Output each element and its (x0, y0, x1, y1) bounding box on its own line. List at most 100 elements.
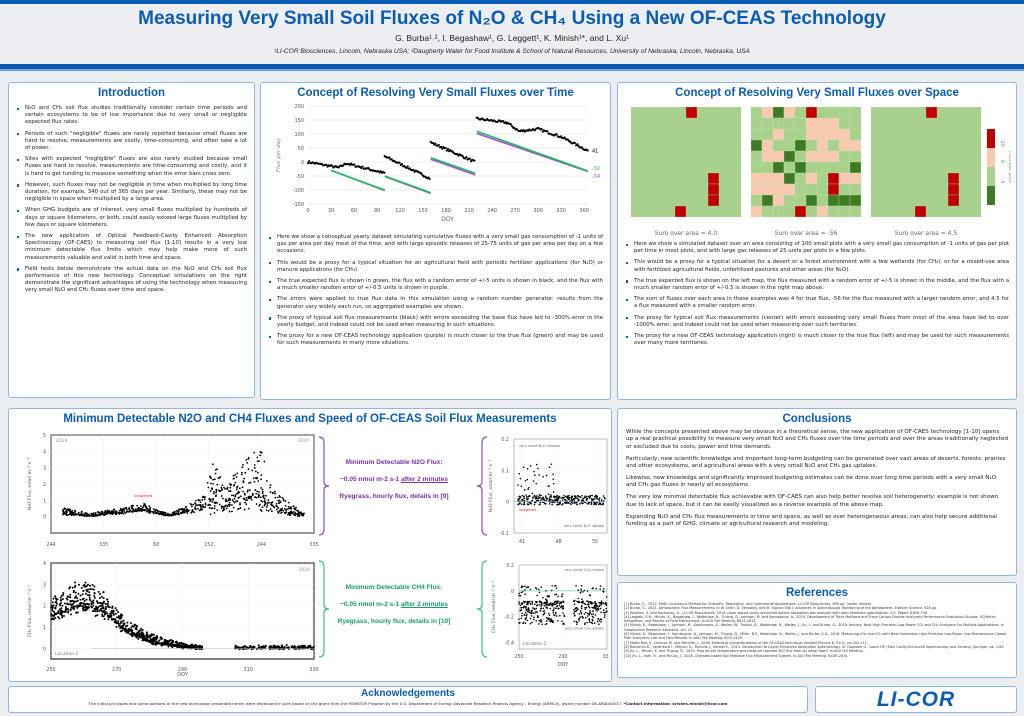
map-cell-G (805, 139, 818, 152)
data-point (106, 603, 109, 606)
map-cell-G (708, 151, 719, 162)
data-point (115, 511, 118, 514)
data-point (218, 490, 221, 493)
data-point (124, 512, 127, 514)
data-point (589, 609, 591, 612)
data-point (599, 585, 602, 587)
data-point (406, 165, 409, 168)
data-point (165, 642, 168, 645)
bullet-item: The sum of fluxes over each area in thes… (625, 296, 1009, 310)
data-point (542, 476, 545, 478)
map-cell-G (871, 184, 882, 195)
data-point (82, 609, 85, 612)
space-concept-panel: Concept of Resolving Very Small Fluxes o… (617, 82, 1017, 400)
data-point (253, 466, 256, 469)
y-tick-label: 3 (43, 582, 46, 588)
map-cell-G (686, 206, 697, 217)
data-point (260, 451, 263, 454)
data-point (215, 494, 218, 497)
data-point (561, 607, 564, 610)
map-cell-G (675, 129, 686, 140)
map-cell-G (772, 139, 785, 152)
data-point (280, 511, 283, 514)
map-cell-G (730, 173, 741, 184)
data-point (79, 603, 82, 606)
data-point (57, 615, 60, 618)
data-point (244, 645, 247, 648)
data-point (81, 605, 84, 608)
data-point (267, 509, 270, 512)
data-point (545, 499, 548, 502)
data-point (68, 508, 70, 511)
map-cell-G (708, 140, 719, 151)
data-point (263, 500, 266, 503)
data-point (528, 494, 531, 497)
x-tick-label: 300 (533, 208, 543, 214)
data-point (71, 586, 74, 589)
data-point (91, 514, 94, 516)
data-point (542, 610, 545, 613)
map-cell-D (849, 161, 862, 174)
data-point (196, 504, 199, 507)
data-point (213, 504, 216, 507)
data-point (209, 490, 212, 492)
data-point (579, 503, 581, 505)
data-point (82, 584, 85, 587)
map-cell-G (959, 118, 970, 129)
data-point (522, 622, 524, 625)
mdf-panel: Minimum Detectable N2O and CH4 Fluxes an… (8, 408, 612, 682)
map-cell-G (719, 151, 730, 162)
data-point (114, 618, 117, 621)
map-cell-G (948, 118, 959, 129)
data-point (586, 621, 588, 624)
data-point (149, 506, 152, 509)
data-point (383, 171, 386, 174)
data-point (589, 600, 591, 603)
data-point (186, 512, 189, 515)
data-point (325, 163, 328, 167)
map-cell-P (783, 106, 796, 119)
data-point (567, 498, 569, 500)
data-point (106, 612, 109, 615)
data-point (532, 612, 534, 614)
data-point (296, 509, 299, 512)
data-point (63, 602, 66, 605)
data-point (211, 488, 214, 490)
ack-body: The initial principles and some portions… (88, 701, 624, 706)
map-cell-G (631, 140, 642, 151)
map-cell-G (664, 162, 675, 173)
references-title: References (785, 587, 848, 599)
map-cell-G (915, 129, 926, 140)
data-point (578, 613, 581, 615)
legend-tick: -5 (999, 179, 1005, 184)
data-point (172, 643, 175, 646)
data-point (145, 505, 148, 508)
data-point (152, 637, 155, 640)
map-cell-G (893, 162, 904, 173)
data-point (265, 480, 268, 482)
map-cell-G (750, 194, 763, 207)
data-point (518, 592, 521, 595)
data-point (523, 601, 526, 604)
reference-item: [2] Burba, G., 2021. Atmospheric Flux Me… (624, 606, 938, 611)
data-point (119, 630, 122, 633)
x-tick-label: 360 (579, 208, 589, 214)
plot-area (50, 434, 315, 534)
data-point (197, 507, 200, 510)
legend-swatch (987, 186, 995, 205)
data-point (74, 595, 77, 598)
data-point (277, 507, 280, 509)
data-point (61, 604, 64, 607)
map-cell-G (970, 129, 981, 140)
map-cell-G (937, 195, 948, 206)
data-point (251, 492, 254, 495)
y-tick-label: 4 (43, 449, 46, 455)
data-point (473, 159, 476, 162)
map-cell-P (761, 172, 774, 185)
data-point (182, 510, 184, 513)
data-point (247, 468, 250, 470)
data-point (71, 513, 74, 516)
data-point (554, 600, 557, 603)
data-point (263, 460, 266, 463)
data-point (210, 482, 212, 485)
